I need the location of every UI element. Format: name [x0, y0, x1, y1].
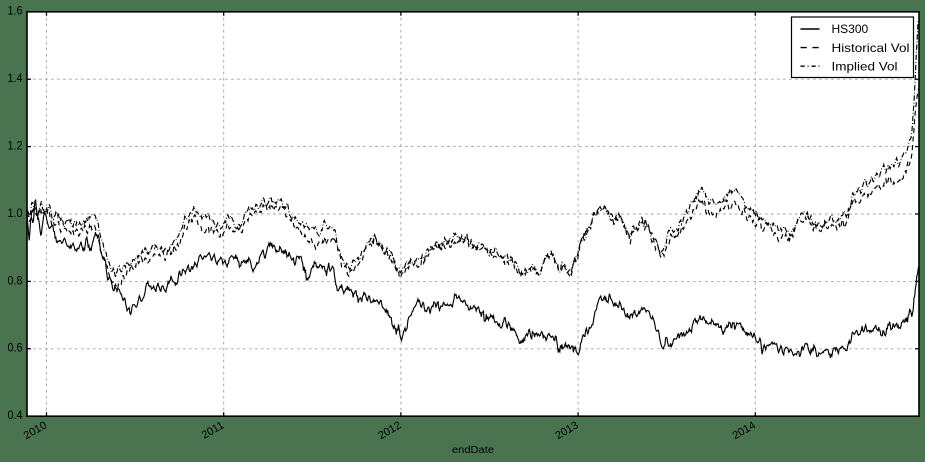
svg-text:1.0: 1.0	[8, 206, 23, 220]
svg-text:1.6: 1.6	[8, 4, 23, 18]
svg-text:Historical Vol: Historical Vol	[832, 41, 910, 55]
svg-text:1.4: 1.4	[8, 71, 23, 85]
svg-text:0.6: 0.6	[8, 341, 23, 355]
svg-text:HS300: HS300	[832, 22, 869, 36]
svg-text:1.2: 1.2	[8, 139, 23, 153]
svg-text:endDate: endDate	[452, 445, 494, 456]
svg-text:0.8: 0.8	[8, 273, 23, 287]
svg-text:Implied Vol: Implied Vol	[832, 59, 898, 73]
svg-text:0.4: 0.4	[8, 408, 23, 422]
